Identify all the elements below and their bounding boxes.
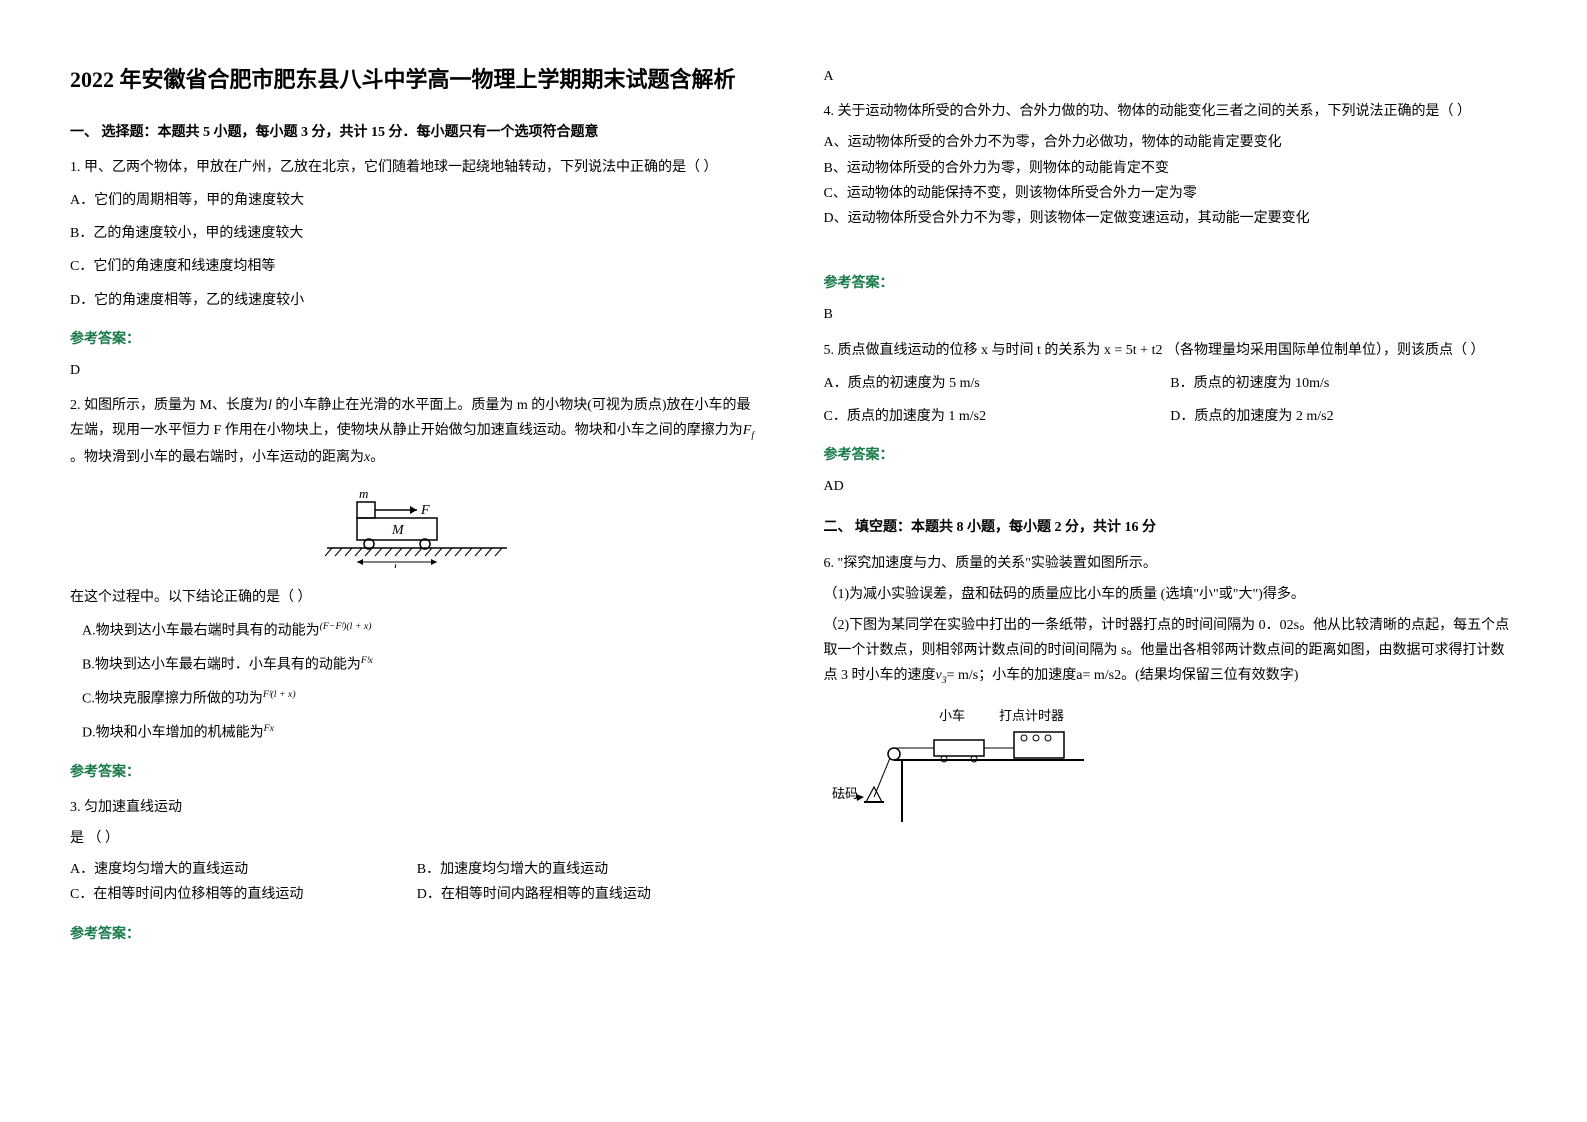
- q5-ans: AD: [824, 474, 1518, 499]
- q1-stem: 1. 甲、乙两个物体，甲放在广州，乙放在北京，它们随着地球一起绕地轴转动，下列说…: [70, 155, 764, 180]
- q2-C-pre: C.物块克服摩擦力所做的功为: [82, 692, 263, 707]
- q5-opt-b: B．质点的初速度为 10m/s: [1170, 371, 1517, 396]
- q3-stem-a: 3. 匀加速直线运动: [70, 795, 764, 820]
- left-column: 2022 年安徽省合肥市肥东县八斗中学高一物理上学期期末试题含解析 一、 选择题…: [70, 60, 764, 1062]
- var-v3: v3: [936, 668, 947, 683]
- q4-opt-c: C、运动物体的动能保持不变，则该物体所受合外力一定为零: [824, 181, 1518, 206]
- q2-opt-c: C.物块克服摩擦力所做的功为Fᶠ(l + x): [70, 686, 764, 712]
- question-6: 6. "探究加速度与力、质量的关系"实验装置如图所示。 （1)为减小实验误差，盘…: [824, 551, 1518, 841]
- question-3: 3. 匀加速直线运动 是 （ ） A．速度均匀增大的直线运动 B．加速度均匀增大…: [70, 795, 764, 947]
- q1-opt-b: B．乙的角速度较小，甲的线速度较大: [70, 221, 764, 246]
- doc-title: 2022 年安徽省合肥市肥东县八斗中学高一物理上学期期末试题含解析: [70, 60, 764, 100]
- q3-stem-b: 是 （ ）: [70, 826, 764, 851]
- q4-stem: 4. 关于运动物体所受的合外力、合外力做的功、物体的动能变化三者之间的关系，下列…: [824, 99, 1518, 124]
- q1-opt-c: C．它们的角速度和线速度均相等: [70, 254, 764, 279]
- q5-opt-d: D．质点的加速度为 2 m/s2: [1170, 404, 1517, 429]
- question-4: 4. 关于运动物体所受的合外力、合外力做的功、物体的动能变化三者之间的关系，下列…: [824, 99, 1518, 327]
- q2-stem-c: 。物块滑到小车的最右端时，小车运动的距离为: [70, 450, 364, 465]
- q6-p2: （2)下图为某同学在实验中打出的一条纸带，计时器打点的时间间隔为 0．02s。他…: [824, 613, 1518, 690]
- q3-ans: A: [824, 64, 1518, 89]
- q6-p2b: = m/s；小车的加速度a= m/s2。(结果均保留三位有效数字): [947, 668, 1299, 683]
- q2-B-expr: Fᶠx: [361, 655, 373, 666]
- fig2-weight-label: 砝码: [832, 786, 858, 801]
- fig1-l-label: l: [393, 561, 397, 568]
- q2-B-pre: B.物块到达小车最右端时．小车具有的动能为: [82, 658, 361, 673]
- question-1: 1. 甲、乙两个物体，甲放在广州，乙放在北京，它们随着地球一起绕地轴转动，下列说…: [70, 155, 764, 383]
- q2-D-expr: Fx: [264, 723, 274, 734]
- q2-stem-a: 2. 如图所示，质量为 M、长度为: [70, 398, 268, 413]
- q2-opt-d: D.物块和小车增加的机械能为Fx: [70, 720, 764, 746]
- q4-opt-a: A、运动物体所受的合外力不为零，合外力必做功，物体的动能肯定要变化: [824, 130, 1518, 155]
- q3-row1: A．速度均匀增大的直线运动 B．加速度均匀增大的直线运动: [70, 857, 764, 882]
- q2-opt-a: A.物块到达小车最右端时具有的动能为(F−Fᶠ)(l + x): [70, 618, 764, 644]
- q2-stem: 2. 如图所示，质量为 M、长度为l 的小车静止在光滑的水平面上。质量为 m 的…: [70, 393, 764, 470]
- q3-opt-b: B．加速度均匀增大的直线运动: [417, 857, 764, 882]
- q2-stem-d: 。: [370, 450, 384, 465]
- q6-stem: 6. "探究加速度与力、质量的关系"实验装置如图所示。: [824, 551, 1518, 576]
- q3-row2: C．在相等时间内位移相等的直线运动 D．在相等时间内路程相等的直线运动: [70, 882, 764, 907]
- q1-ans-label: 参考答案：: [70, 327, 764, 352]
- q2-A-expr: (F−Fᶠ)(l + x): [320, 621, 372, 632]
- q5-row1: A．质点的初速度为 5 m/s B．质点的初速度为 10m/s: [824, 371, 1518, 396]
- q3-ans-label: 参考答案：: [70, 922, 764, 947]
- q2-figure: M m F l: [70, 478, 764, 577]
- q1-ans: D: [70, 358, 764, 383]
- var-l: l: [268, 398, 272, 413]
- q2-opt-b: B.物块到达小车最右端时．小车具有的动能为Fᶠx: [70, 652, 764, 678]
- q2-after-fig: 在这个过程中。以下结论正确的是（ ）: [70, 585, 764, 610]
- q1-opt-a: A．它们的周期相等，甲的角速度较大: [70, 188, 764, 213]
- q3-opt-c: C．在相等时间内位移相等的直线运动: [70, 882, 417, 907]
- fig1-M-label: M: [391, 523, 405, 538]
- q1-opt-d: D．它的角速度相等，乙的线速度较小: [70, 288, 764, 313]
- q3-opt-d: D．在相等时间内路程相等的直线运动: [417, 882, 764, 907]
- q5-ans-label: 参考答案：: [824, 443, 1518, 468]
- question-5: 5. 质点做直线运动的位移 x 与时间 t 的关系为 x = 5t + t2 （…: [824, 338, 1518, 500]
- section2-heading: 二、 填空题：本题共 8 小题，每小题 2 分，共计 16 分: [824, 515, 1518, 540]
- section1-heading: 一、 选择题：本题共 5 小题，每小题 3 分，共计 15 分．每小题只有一个选…: [70, 120, 764, 145]
- q5-row2: C．质点的加速度为 1 m/s2 D．质点的加速度为 2 m/s2: [824, 404, 1518, 429]
- q2-A-pre: A.物块到达小车最右端时具有的动能为: [82, 624, 320, 639]
- question-2: 2. 如图所示，质量为 M、长度为l 的小车静止在光滑的水平面上。质量为 m 的…: [70, 393, 764, 785]
- var-ff: Ff: [743, 423, 754, 438]
- q2-C-expr: Fᶠ(l + x): [263, 689, 296, 700]
- q4-ans: B: [824, 302, 1518, 327]
- q2-D-pre: D.物块和小车增加的机械能为: [82, 725, 264, 740]
- fig2-car-label: 小车: [939, 708, 965, 723]
- q3-opt-a: A．速度均匀增大的直线运动: [70, 857, 417, 882]
- fig1-m-label: m: [359, 486, 368, 501]
- q4-ans-label: 参考答案：: [824, 271, 1518, 296]
- q5-opt-a: A．质点的初速度为 5 m/s: [824, 371, 1171, 396]
- q4-opt-d: D、运动物体所受合外力不为零，则该物体一定做变速运动，其动能一定要变化: [824, 206, 1518, 231]
- q5-opt-c: C．质点的加速度为 1 m/s2: [824, 404, 1171, 429]
- q4-opt-b: B、运动物体所受的合外力为零，则物体的动能肯定不变: [824, 156, 1518, 181]
- q6-p1: （1)为减小实验误差，盘和砝码的质量应比小车的质量 (选填"小"或"大")得多。: [824, 582, 1518, 607]
- right-column: A 4. 关于运动物体所受的合外力、合外力做的功、物体的动能变化三者之间的关系，…: [824, 60, 1518, 1062]
- q2-ans-label: 参考答案：: [70, 760, 764, 785]
- q6-figure: 小车 打点计时器: [824, 702, 1518, 841]
- fig2-timer-label: 打点计时器: [999, 708, 1064, 723]
- q5-stem: 5. 质点做直线运动的位移 x 与时间 t 的关系为 x = 5t + t2 （…: [824, 338, 1518, 363]
- fig1-F-label: F: [420, 503, 430, 518]
